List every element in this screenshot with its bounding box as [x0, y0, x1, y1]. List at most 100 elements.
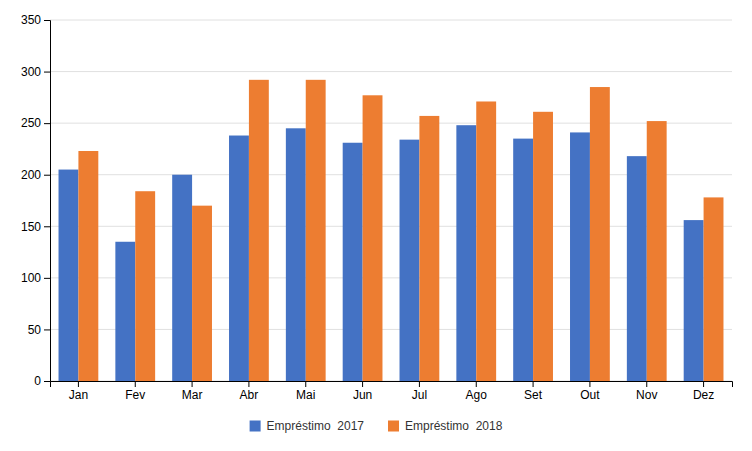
bar [135, 191, 155, 381]
y-axis-line [44, 21, 51, 382]
x-tick-label: Mar [182, 388, 203, 402]
y-tick-label: 0 [34, 374, 41, 388]
bar [172, 175, 192, 381]
y-tick: 150 [21, 220, 50, 234]
bar [419, 116, 439, 381]
bar [647, 121, 667, 381]
y-tick: 300 [21, 65, 50, 79]
x-tick-mark [248, 381, 249, 387]
x-tick-mark [589, 381, 590, 387]
bar [249, 80, 269, 381]
bar [533, 112, 553, 381]
y-tick-mark [44, 72, 50, 73]
legend-item: Empréstimo 2017 [250, 419, 365, 433]
grid-line [50, 71, 732, 72]
y-tick-label: 200 [21, 168, 41, 182]
legend: Empréstimo 2017 Empréstimo 2018 [250, 419, 503, 433]
y-axis: 0 50 100 150 200 250 300 350 [21, 13, 51, 388]
bar [513, 139, 533, 381]
y-tick: 250 [21, 116, 50, 130]
legend-swatch [388, 421, 399, 432]
x-tick: Mar [182, 381, 203, 402]
x-tick-mark [476, 381, 477, 387]
x-tick-label: Set [524, 388, 543, 402]
bar [363, 95, 383, 381]
bar [343, 143, 363, 381]
bar [59, 170, 79, 381]
bar [684, 220, 704, 381]
bar [286, 128, 306, 381]
grid [50, 20, 732, 381]
bar [400, 140, 420, 381]
chart-container: 050100150200250300350JanFevMarAbrMaiJunJ… [0, 0, 752, 451]
y-tick: 0 [34, 374, 50, 388]
x-tick: Jun [353, 381, 372, 402]
x-tick-mark [192, 381, 193, 387]
y-tick-mark [44, 381, 50, 382]
legend-label: Empréstimo 2017 [267, 419, 365, 433]
x-tick: Ago [466, 381, 488, 402]
y-tick: 200 [21, 168, 50, 182]
bar-series [78, 80, 723, 381]
y-tick-mark [44, 329, 50, 330]
grid-line [50, 20, 732, 21]
x-tick: Dez [693, 381, 714, 402]
x-tick: Set [524, 381, 543, 402]
x-tick: Jul [412, 381, 427, 402]
y-tick-mark [44, 123, 50, 124]
legend-item: Empréstimo 2018 [388, 419, 503, 433]
x-tick: Jan [69, 381, 88, 402]
x-tick-mark [419, 381, 420, 387]
y-tick-label: 300 [21, 65, 41, 79]
x-tick: Mai [296, 381, 315, 402]
y-tick-label: 350 [21, 13, 41, 27]
bar [229, 136, 249, 381]
x-tick-mark [362, 381, 363, 387]
x-tick: Nov [636, 381, 657, 402]
x-tick-label: Nov [636, 388, 657, 402]
grid-line [50, 123, 732, 124]
bars [59, 80, 724, 381]
bar [627, 156, 647, 381]
y-tick-mark [44, 20, 50, 21]
x-tick-label: Jul [412, 388, 427, 402]
x-tick-mark [533, 381, 534, 387]
chart-svg: 050100150200250300350JanFevMarAbrMaiJunJ… [0, 0, 752, 451]
x-tick-label: Jan [69, 388, 88, 402]
plot-area: 050100150200250300350JanFevMarAbrMaiJunJ… [21, 13, 733, 401]
x-tick-label: Ago [466, 388, 488, 402]
bar [456, 125, 476, 381]
bar [476, 101, 496, 381]
x-tick-label: Out [580, 388, 600, 402]
y-tick: 50 [28, 323, 50, 337]
x-tick-label: Fev [125, 388, 145, 402]
y-tick-label: 250 [21, 116, 41, 130]
x-axis-line [51, 382, 733, 388]
bar [78, 151, 98, 381]
x-tick: Fev [125, 381, 145, 402]
x-axis: Jan Fev Mar Abr Mai Jun Jul Ago Set Out Nov Dez [51, 381, 733, 402]
y-tick: 100 [21, 271, 50, 285]
x-tick-mark [646, 381, 647, 387]
x-tick-mark [135, 381, 136, 387]
y-tick-label: 100 [21, 271, 41, 285]
y-tick: 350 [21, 13, 50, 27]
x-tick-label: Abr [240, 388, 259, 402]
x-tick-mark [703, 381, 704, 387]
y-tick-label: 50 [28, 323, 42, 337]
bar [115, 242, 135, 381]
bar [704, 197, 724, 381]
x-tick: Out [580, 381, 600, 402]
x-tick-label: Jun [353, 388, 372, 402]
y-tick-mark [44, 175, 50, 176]
y-tick-mark [44, 278, 50, 279]
x-tick: Abr [240, 381, 259, 402]
x-tick-mark [305, 381, 306, 387]
x-tick-label: Mai [296, 388, 315, 402]
bar [590, 87, 610, 381]
legend-swatch [250, 421, 261, 432]
bar [192, 206, 212, 381]
y-tick-mark [44, 226, 50, 227]
bar [306, 80, 326, 381]
y-tick-label: 150 [21, 220, 41, 234]
